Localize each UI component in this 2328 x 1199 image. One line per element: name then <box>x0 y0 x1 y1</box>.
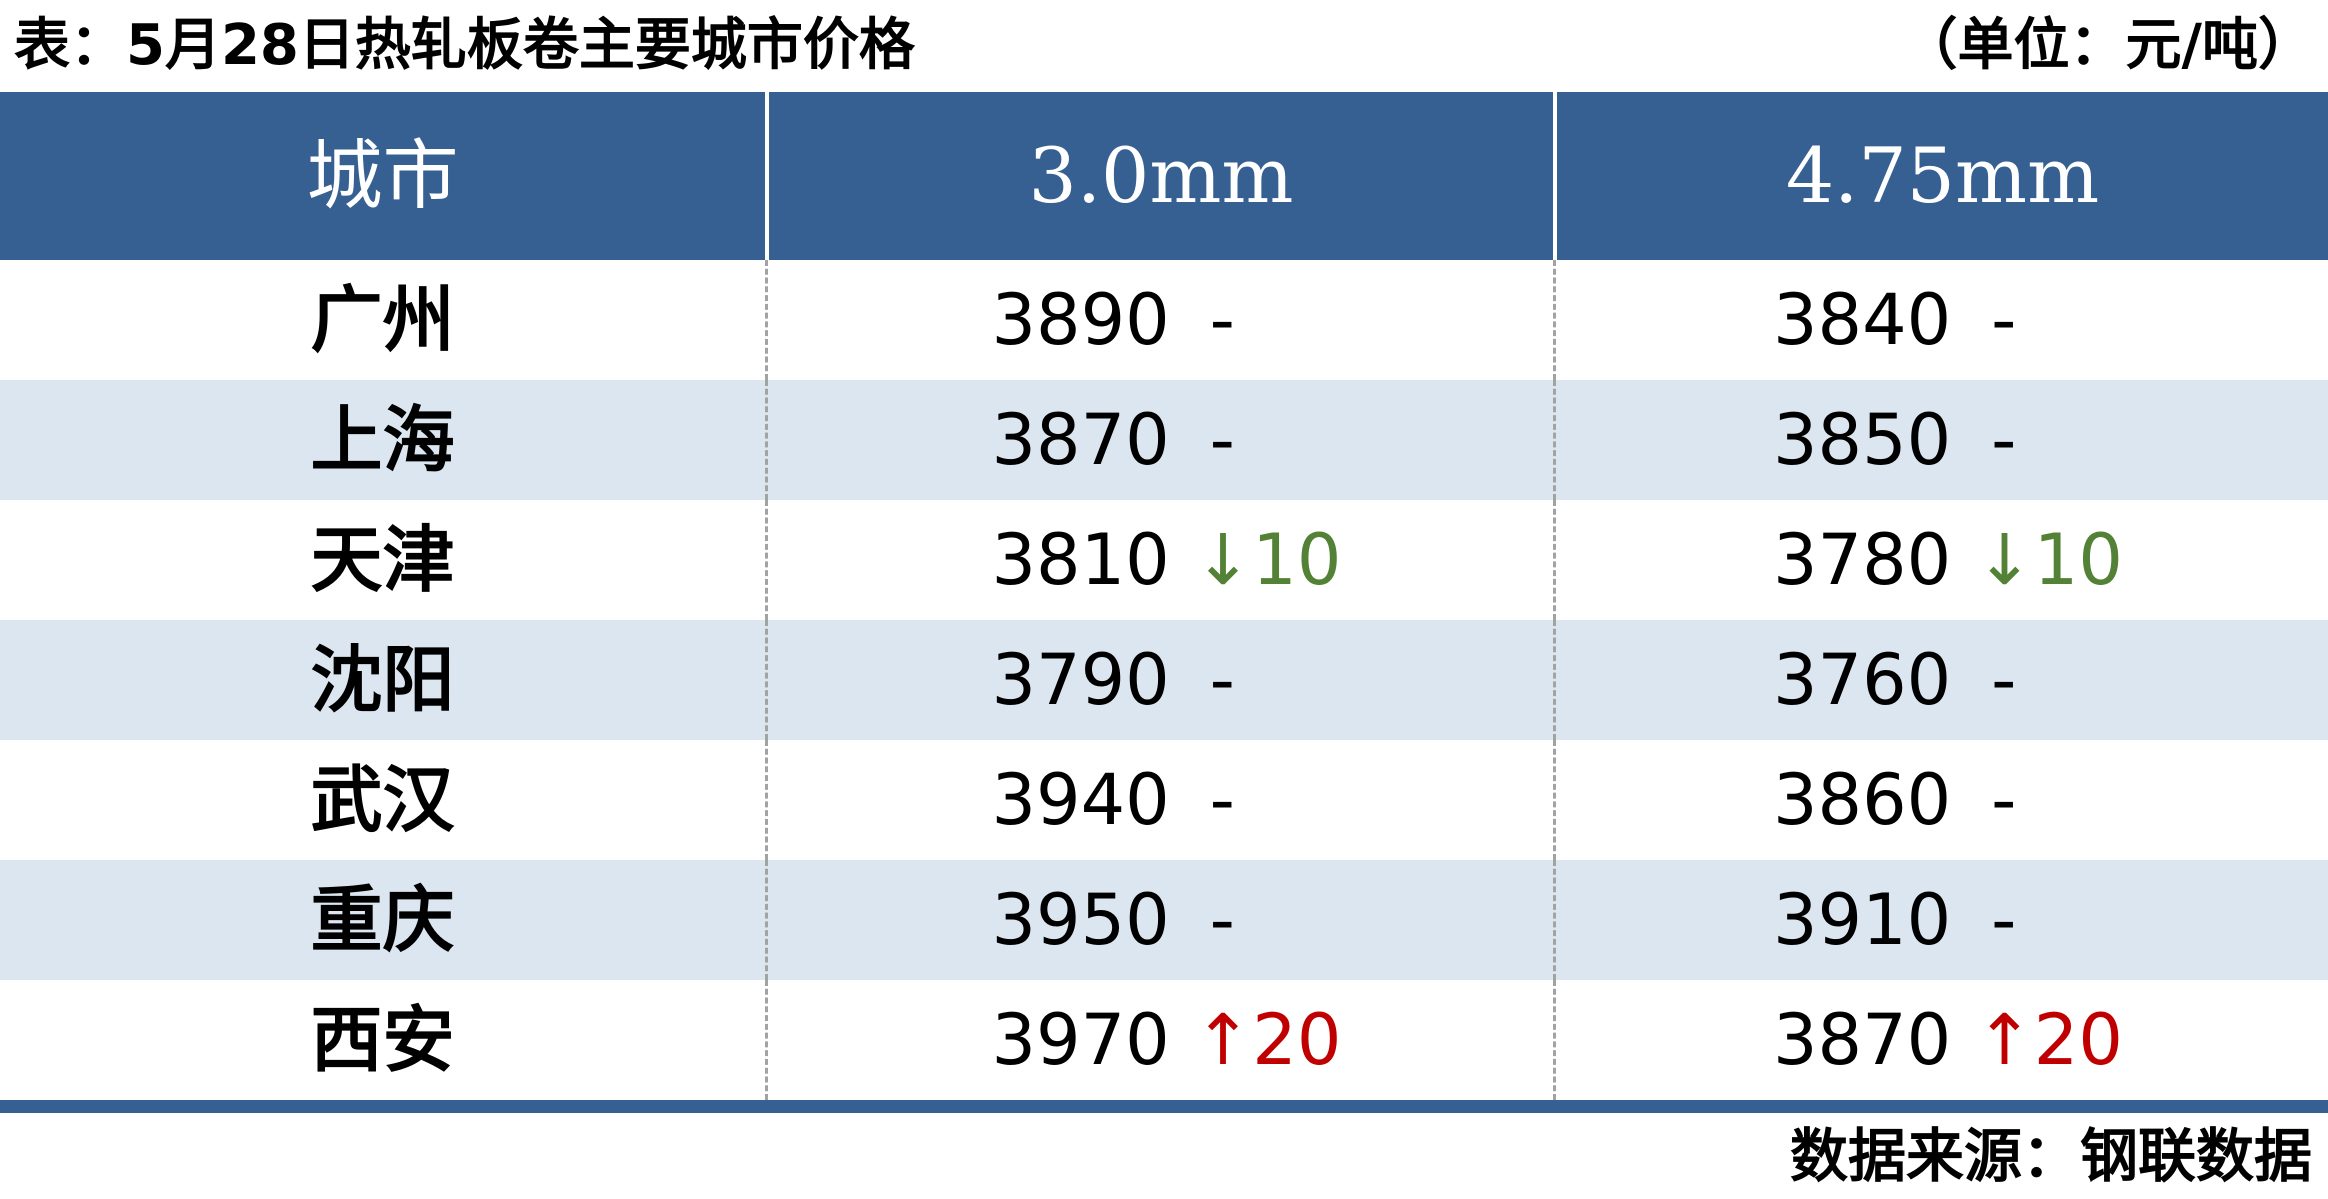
up-arrow-change: ↑20 <box>1975 999 2123 1081</box>
price-value: 3850- <box>1773 405 2111 475</box>
price-number: 3850 <box>1773 399 1952 481</box>
price-value: 3970 ↑20 <box>991 999 1342 1081</box>
no-change-dash: - <box>1991 279 2017 361</box>
table-body: 广州 3890-3840- 上海 3870-3850- 天津 3810 ↓10 3780 ↓10… <box>0 260 2328 1100</box>
price-value: 3910- <box>1773 885 2111 955</box>
city-cell: 天津 <box>310 518 455 602</box>
table-row: 上海 3870-3850- <box>0 380 2328 500</box>
up-arrow-change: ↑20 <box>1193 999 1342 1081</box>
no-change-dash: - <box>1991 399 2017 481</box>
price-number: 3950 <box>991 879 1170 961</box>
table-header-row: 城市 3.0mm 4.75mm <box>0 92 2328 260</box>
source-bar: 数据来源：钢联数据 <box>0 1113 2328 1199</box>
no-change-dash: - <box>1209 279 1235 361</box>
table-row: 沈阳 3790-3760- <box>0 620 2328 740</box>
header-city: 城市 <box>306 131 459 220</box>
price-value: 3790- <box>992 645 1330 715</box>
price-value: 3840- <box>1773 285 2111 355</box>
data-source-label: 数据来源：钢联数据 <box>1789 1122 2312 1190</box>
price-number: 3760 <box>1773 639 1952 721</box>
city-cell: 重庆 <box>310 878 455 962</box>
bottom-rule <box>0 1100 2328 1113</box>
table-row: 武汉 3940-3860- <box>0 740 2328 860</box>
figure-title: 表：5月28日热轧板卷主要城市价格 <box>14 13 915 78</box>
price-3-0mm-cell: 3790- <box>765 620 1553 740</box>
price-value: 3780 ↓10 <box>1773 519 2123 601</box>
price-value: 3860- <box>1773 765 2111 835</box>
price-4-75mm-cell: 3910- <box>1553 860 2328 980</box>
table-row: 西安 3970 ↑20 3870 ↑20 <box>0 980 2328 1100</box>
price-4-75mm-cell: 3840- <box>1553 260 2328 380</box>
price-number: 3870 <box>1773 999 1952 1081</box>
title-bar: 表：5月28日热轧板卷主要城市价格 （单位：元/吨） <box>0 0 2328 92</box>
no-change-dash: - <box>1991 879 2017 961</box>
price-value: 3950- <box>992 885 1330 955</box>
price-number: 3790 <box>991 639 1170 721</box>
price-3-0mm-cell: 3940- <box>765 740 1553 860</box>
table-row: 天津 3810 ↓10 3780 ↓10 <box>0 500 2328 620</box>
price-number: 3840 <box>1773 279 1952 361</box>
no-change-dash: - <box>1991 639 2017 721</box>
price-4-75mm-cell: 3870 ↑20 <box>1553 980 2328 1100</box>
city-cell: 广州 <box>310 278 455 362</box>
city-cell: 沈阳 <box>310 638 455 722</box>
price-number: 3870 <box>991 399 1170 481</box>
price-table: 城市 3.0mm 4.75mm 广州 3890-3840- 上海 3870-3850-… <box>0 92 2328 1100</box>
table-row: 重庆 3950-3910- <box>0 860 2328 980</box>
no-change-dash: - <box>1209 759 1235 841</box>
price-number: 3780 <box>1773 519 1952 601</box>
price-4-75mm-cell: 3860- <box>1553 740 2328 860</box>
header-3-0mm: 3.0mm <box>765 92 1553 260</box>
city-cell: 上海 <box>310 398 455 482</box>
no-change-dash: - <box>1209 639 1235 721</box>
price-number: 3890 <box>991 279 1170 361</box>
no-change-dash: - <box>1991 759 2017 841</box>
table-row: 广州 3890-3840- <box>0 260 2328 380</box>
price-value: 3810 ↓10 <box>991 519 1342 601</box>
price-value: 3940- <box>992 765 1330 835</box>
price-3-0mm-cell: 3870- <box>765 380 1553 500</box>
price-3-0mm-cell: 3890- <box>765 260 1553 380</box>
price-4-75mm-cell: 3760- <box>1553 620 2328 740</box>
price-3-0mm-cell: 3810 ↓10 <box>765 500 1553 620</box>
price-number: 3910 <box>1773 879 1952 961</box>
header-4-75mm: 4.75mm <box>1553 92 2328 260</box>
unit-label: （单位：元/吨） <box>1901 13 2314 78</box>
price-number: 3940 <box>991 759 1170 841</box>
price-value: 3760- <box>1773 645 2111 715</box>
price-3-0mm-cell: 3970 ↑20 <box>765 980 1553 1100</box>
no-change-dash: - <box>1209 399 1235 481</box>
price-3-0mm-cell: 3950- <box>765 860 1553 980</box>
city-cell: 武汉 <box>310 758 455 842</box>
price-value: 3870 ↑20 <box>1773 999 2123 1081</box>
no-change-dash: - <box>1209 879 1235 961</box>
price-number: 3970 <box>991 999 1170 1081</box>
price-number: 3860 <box>1773 759 1952 841</box>
price-value: 3870- <box>992 405 1330 475</box>
price-4-75mm-cell: 3850- <box>1553 380 2328 500</box>
price-4-75mm-cell: 3780 ↓10 <box>1553 500 2328 620</box>
price-value: 3890- <box>992 285 1330 355</box>
price-number: 3810 <box>991 519 1170 601</box>
down-arrow-change: ↓10 <box>1975 519 2123 601</box>
down-arrow-change: ↓10 <box>1193 519 1342 601</box>
city-cell: 西安 <box>310 998 455 1082</box>
